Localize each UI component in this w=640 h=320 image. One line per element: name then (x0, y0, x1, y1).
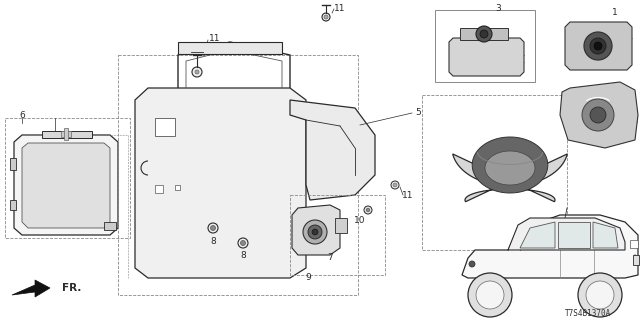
Circle shape (594, 42, 602, 50)
Polygon shape (449, 38, 524, 76)
Text: 4: 4 (507, 173, 513, 182)
Bar (435, 10, 535, 82)
Circle shape (192, 67, 202, 77)
Bar (178, 42, 282, 54)
Polygon shape (135, 88, 306, 278)
Bar (630, 240, 638, 248)
Polygon shape (472, 137, 548, 193)
Polygon shape (12, 280, 50, 297)
Polygon shape (290, 100, 375, 200)
Bar (10, 200, 16, 210)
Bar (42, 131, 92, 138)
Circle shape (324, 15, 328, 19)
Bar (290, 195, 385, 275)
Polygon shape (565, 22, 632, 70)
Text: 11: 11 (334, 4, 346, 12)
Circle shape (468, 273, 512, 317)
Circle shape (584, 32, 612, 60)
Polygon shape (452, 154, 567, 202)
Circle shape (238, 238, 248, 248)
Text: 11: 11 (403, 190, 413, 199)
Polygon shape (462, 215, 638, 278)
Circle shape (322, 13, 330, 21)
Polygon shape (14, 135, 118, 235)
Circle shape (391, 181, 399, 189)
Polygon shape (593, 222, 618, 248)
Bar (118, 55, 358, 295)
Text: 5: 5 (415, 108, 421, 116)
Bar (104, 222, 116, 230)
Bar (460, 28, 508, 40)
Circle shape (480, 30, 488, 38)
Circle shape (582, 99, 614, 131)
Circle shape (469, 261, 475, 267)
Circle shape (476, 281, 504, 309)
Circle shape (303, 220, 327, 244)
Bar (64, 128, 68, 140)
Bar (335, 218, 347, 233)
Text: 10: 10 (355, 215, 365, 225)
Bar (155, 185, 163, 193)
Circle shape (393, 183, 397, 187)
Polygon shape (22, 143, 110, 228)
Polygon shape (508, 218, 625, 250)
Circle shape (366, 208, 370, 212)
Bar (175, 185, 180, 190)
Text: 2: 2 (632, 116, 638, 124)
Circle shape (586, 281, 614, 309)
Text: 3: 3 (495, 4, 501, 12)
Bar (5, 118, 130, 238)
Text: T7S4B1370A: T7S4B1370A (565, 308, 611, 317)
Circle shape (590, 107, 606, 123)
Circle shape (195, 70, 199, 74)
Text: 6: 6 (19, 110, 25, 119)
Polygon shape (485, 151, 535, 185)
Circle shape (364, 206, 372, 214)
Circle shape (308, 225, 322, 239)
Circle shape (211, 226, 216, 230)
Bar (61, 131, 71, 137)
Text: 7: 7 (327, 253, 333, 262)
Text: 9: 9 (305, 274, 311, 283)
Polygon shape (558, 222, 590, 248)
Bar (10, 158, 16, 170)
Circle shape (241, 241, 246, 245)
Circle shape (208, 223, 218, 233)
Polygon shape (292, 205, 340, 255)
Text: 1: 1 (612, 7, 618, 17)
Bar (633, 255, 639, 265)
Text: FR.: FR. (62, 283, 81, 293)
Text: 11: 11 (209, 34, 221, 43)
Circle shape (578, 273, 622, 317)
Text: 8: 8 (210, 236, 216, 245)
Bar (422, 95, 567, 250)
Polygon shape (520, 222, 555, 248)
Text: 8: 8 (240, 252, 246, 260)
Circle shape (590, 38, 606, 54)
Bar (155, 118, 175, 136)
Circle shape (476, 26, 492, 42)
Polygon shape (560, 82, 638, 148)
Circle shape (312, 229, 318, 235)
